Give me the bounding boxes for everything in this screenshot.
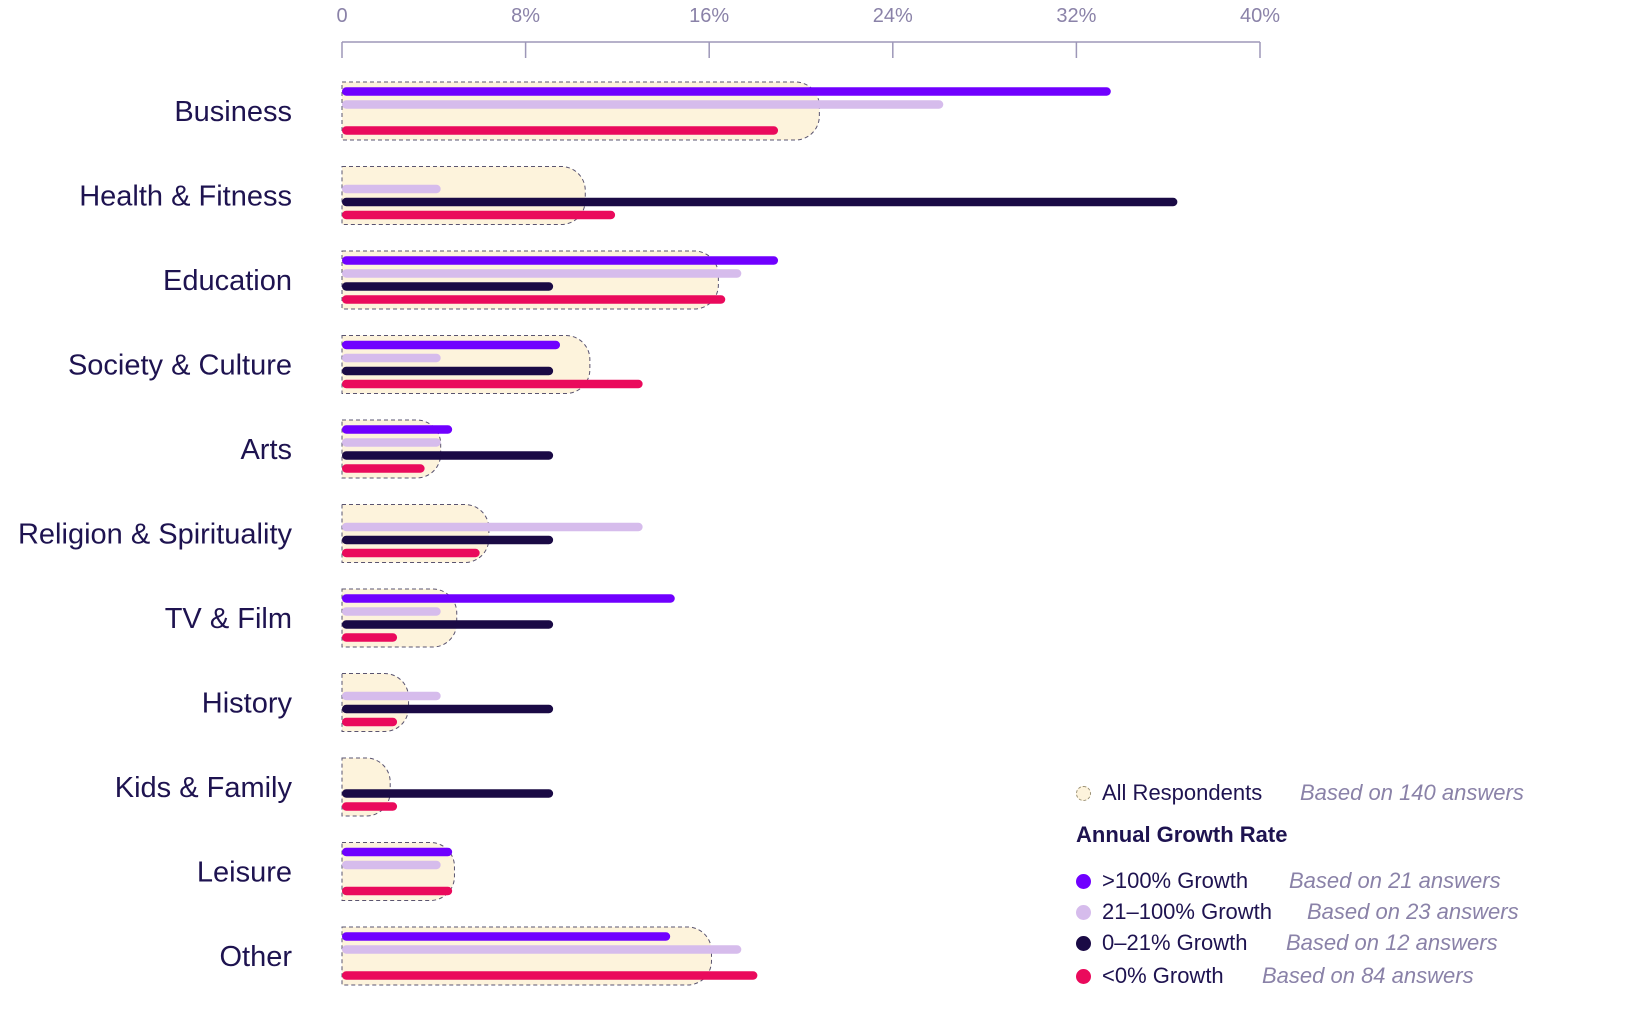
- bar: [342, 184, 441, 194]
- all-respondents-bar: [341, 588, 458, 648]
- bar: [342, 425, 453, 434]
- legend-item-over-100-growth: >100% Growth Based on 21 answers: [1076, 866, 1501, 896]
- category-label: History: [202, 688, 293, 720]
- category-group: [341, 335, 643, 394]
- category-group: [341, 504, 643, 563]
- category-group: [341, 588, 675, 648]
- all-respondents-bar: [341, 81, 820, 141]
- legend-swatch: [1076, 968, 1091, 984]
- bar: [342, 87, 1111, 96]
- bar: [342, 691, 441, 701]
- all-respondents-bar: [341, 673, 410, 732]
- bar: [342, 932, 671, 941]
- bar: [342, 847, 453, 857]
- all-respondents-bar: [341, 926, 712, 986]
- legend-item-0-21-growth: 0–21% Growth Based on 12 answers: [1076, 928, 1498, 958]
- all-respondents-bar: [341, 335, 591, 394]
- bar: [342, 594, 675, 603]
- category-group: [341, 419, 554, 479]
- category-group: [341, 757, 554, 817]
- bar: [342, 607, 441, 616]
- legend-item-all-respondents: All Respondents Based on 140 answers: [1076, 778, 1524, 808]
- category-group: [341, 842, 455, 901]
- legend-item-negative-growth: <0% Growth Based on 84 answers: [1076, 961, 1474, 991]
- x-tick-label: 16%: [689, 5, 729, 27]
- category-label: Education: [163, 265, 292, 297]
- x-tick-label: 40%: [1240, 5, 1280, 27]
- x-tick-label: 8%: [511, 5, 540, 27]
- category-group: [341, 166, 1178, 225]
- legend-label: <0% Growth: [1102, 963, 1224, 988]
- category-label: TV & Film: [165, 603, 292, 635]
- bar: [342, 269, 742, 278]
- bar: [342, 522, 643, 532]
- bar: [342, 886, 453, 896]
- legend-label: >100% Growth: [1102, 868, 1249, 893]
- bars: [341, 81, 1178, 986]
- bar: [342, 197, 1178, 207]
- bar: [342, 633, 398, 642]
- bar: [342, 126, 779, 135]
- bar: [342, 802, 398, 811]
- bar: [342, 340, 561, 350]
- legend-note: Based on 23 answers: [1307, 899, 1519, 924]
- legend-note-all-respondents: Based on 140 answers: [1300, 780, 1524, 805]
- bar: [342, 210, 616, 220]
- category-label: Kids & Family: [115, 772, 293, 804]
- all-respondents-swatch: [1076, 785, 1091, 801]
- legend-label: 21–100% Growth: [1102, 899, 1272, 924]
- bar: [342, 971, 758, 980]
- legend-note: Based on 21 answers: [1289, 868, 1501, 893]
- category-label: Leisure: [197, 857, 292, 889]
- category-group: [341, 926, 758, 986]
- category-group: [341, 81, 1111, 141]
- category-label: Society & Culture: [68, 350, 292, 382]
- category-label: Health & Fitness: [79, 181, 292, 213]
- category-label: Religion & Spirituality: [18, 519, 293, 551]
- category-labels: Business Health & Fitness Education Society…: [18, 96, 293, 973]
- legend-label: 0–21% Growth: [1102, 930, 1248, 955]
- bar: [342, 282, 554, 291]
- category-label: Arts: [240, 434, 292, 466]
- legend-swatch: [1076, 935, 1091, 951]
- bar: [342, 789, 554, 798]
- bar: [342, 717, 398, 727]
- legend-item-21-100-growth: 21–100% Growth Based on 23 answers: [1076, 897, 1519, 927]
- legend-note: Based on 84 answers: [1262, 963, 1474, 988]
- x-tick-label: 24%: [873, 5, 913, 27]
- legend-note: Based on 12 answers: [1286, 930, 1498, 955]
- bar: [342, 620, 554, 629]
- all-respondents-bar: [341, 250, 719, 310]
- category-label: Business: [174, 96, 292, 128]
- bar: [342, 535, 554, 545]
- x-tick-label: 0: [336, 5, 347, 27]
- legend-swatch: [1076, 873, 1091, 889]
- legend-label-all-respondents: All Respondents: [1102, 780, 1263, 805]
- x-axis: 0 8% 16% 24% 32% 40%: [336, 5, 1280, 58]
- bar: [342, 438, 441, 447]
- bar: [342, 451, 554, 460]
- bar: [342, 353, 441, 363]
- category-label: Other: [219, 941, 292, 973]
- x-tick-label: 32%: [1056, 5, 1096, 27]
- legend-title-annual-growth-rate: Annual Growth Rate: [1076, 822, 1288, 847]
- bar: [342, 464, 425, 473]
- bar: [342, 860, 441, 870]
- bar: [342, 295, 726, 304]
- bar: [342, 379, 643, 389]
- bar: [342, 704, 554, 714]
- category-group: [341, 250, 779, 310]
- bar: [342, 366, 554, 376]
- bar: [342, 945, 742, 954]
- bar: [342, 100, 944, 109]
- all-respondents-bar: [341, 842, 455, 901]
- legend-swatch: [1076, 904, 1091, 920]
- category-group: [341, 673, 554, 732]
- bar: [342, 256, 779, 265]
- bar: [342, 548, 480, 558]
